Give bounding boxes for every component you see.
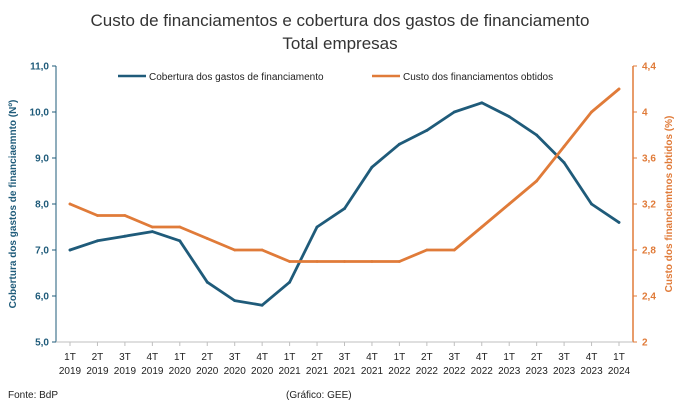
x-tick-label: 3T 2020 (224, 352, 247, 377)
data-point-cobertura (288, 280, 291, 284)
right-tick-label: 4 (642, 108, 648, 119)
legend-label-cobertura: Cobertura dos gastos de financiamento (149, 72, 324, 83)
left-tick-label: 5,0 (35, 338, 49, 349)
data-point-custo (452, 248, 456, 252)
x-tick-label: 2T 2019 (86, 352, 109, 377)
data-point-cobertura (370, 165, 374, 169)
legend-label-custo: Custo dos financiamentos obtidos (403, 72, 553, 83)
data-point-custo (343, 260, 346, 263)
chart-subtitle: Total empresas (282, 34, 397, 53)
right-tick-label: 3,2 (642, 200, 656, 211)
right-tick-label: 2 (642, 338, 648, 349)
y-right-label: Custo dos financiemtnos obtidos (%) (664, 116, 675, 293)
series-line-custo (68, 87, 621, 263)
data-point-cobertura (617, 221, 621, 224)
data-point-custo (178, 225, 182, 229)
left-tick-label: 11,0 (30, 62, 49, 73)
data-point-custo (507, 202, 511, 206)
x-tick-label: 4T 2019 (141, 352, 164, 377)
x-tick-label: 3T 2022 (443, 352, 466, 377)
right-tick-labels: 2 2,4 2,8 3,2 3,6 4 4,4 (633, 62, 656, 349)
left-tick-label: 7,0 (35, 246, 49, 257)
x-tick-label: 1T 2019 (59, 352, 82, 377)
x-tick-label: 1T 2022 (388, 352, 411, 377)
chart-credit: (Gráfico: GEE) (286, 390, 352, 401)
series-line-cobertura (68, 101, 621, 307)
data-point-cobertura (425, 129, 429, 132)
x-tick-label: 4T 2021 (361, 352, 384, 377)
data-point-custo (68, 202, 72, 206)
data-point-cobertura (590, 202, 593, 206)
right-tick-label: 2,4 (642, 292, 656, 303)
data-point-cobertura (452, 110, 456, 114)
data-point-cobertura (68, 248, 72, 252)
data-point-custo (150, 225, 154, 229)
y-left-label: Cobertura dos gastos de financiaemnto (N… (8, 100, 19, 309)
data-point-custo (562, 145, 566, 148)
data-point-cobertura (398, 142, 401, 146)
x-tick-label: 3T 2021 (333, 352, 356, 377)
data-point-cobertura (150, 230, 154, 234)
data-point-cobertura (343, 207, 346, 211)
data-point-cobertura (205, 280, 209, 284)
right-tick-label: 2,8 (642, 246, 656, 257)
x-tick-label: 2T 2021 (306, 352, 329, 377)
data-point-cobertura (507, 115, 511, 118)
right-tick-label: 4,4 (642, 62, 656, 73)
left-tick-label: 10,0 (30, 108, 50, 119)
data-point-custo (233, 248, 237, 252)
left-tick-label: 9,0 (35, 154, 49, 165)
left-tick-label: 8,0 (35, 200, 49, 211)
x-tick-label: 1T 2024 (608, 352, 631, 377)
right-tick-label: 3,6 (642, 154, 656, 165)
data-point-custo (370, 260, 374, 263)
data-point-cobertura (123, 234, 127, 238)
data-point-custo (425, 248, 429, 252)
data-point-cobertura (178, 239, 182, 243)
data-point-cobertura (233, 299, 237, 302)
data-point-custo (288, 260, 291, 263)
data-point-custo (205, 237, 209, 240)
data-point-cobertura (96, 239, 99, 243)
x-tick-label: 2T 2022 (416, 352, 439, 377)
x-tick-label: 1T 2023 (498, 352, 521, 377)
x-tick-label: 2T 2020 (196, 352, 219, 377)
chart-title: Custo de financiamentos e cobertura dos … (91, 11, 590, 30)
data-point-cobertura (535, 133, 539, 137)
x-tick-label: 3T 2019 (114, 352, 137, 377)
data-point-custo (535, 179, 539, 183)
data-point-cobertura (480, 101, 484, 105)
data-point-custo (123, 214, 127, 217)
x-tick-label: 3T 2023 (553, 352, 576, 377)
source-note: Fonte: BdP (8, 390, 58, 401)
x-tick-label: 4T 2023 (580, 352, 603, 377)
data-point-custo (260, 248, 264, 252)
data-point-cobertura (260, 303, 264, 307)
data-point-cobertura (315, 225, 319, 229)
data-point-custo (617, 87, 621, 91)
x-tick-label: 4T 2020 (251, 352, 274, 377)
data-point-custo (96, 214, 99, 217)
data-point-custo (315, 260, 319, 263)
data-point-custo (590, 110, 593, 114)
x-tick-label: 4T 2022 (471, 352, 494, 377)
data-point-custo (398, 260, 401, 263)
series-layer (68, 87, 621, 307)
x-tick-label: 2T 2023 (526, 352, 549, 377)
data-point-custo (480, 225, 484, 229)
left-tick-label: 6,0 (35, 292, 49, 303)
x-tick-label: 1T 2021 (278, 352, 301, 377)
left-tick-labels: 5,0 6,0 7,0 8,0 9,0 10,0 11,0 (30, 62, 56, 349)
x-tick-label: 1T 2020 (169, 352, 192, 377)
data-point-cobertura (562, 161, 566, 165)
